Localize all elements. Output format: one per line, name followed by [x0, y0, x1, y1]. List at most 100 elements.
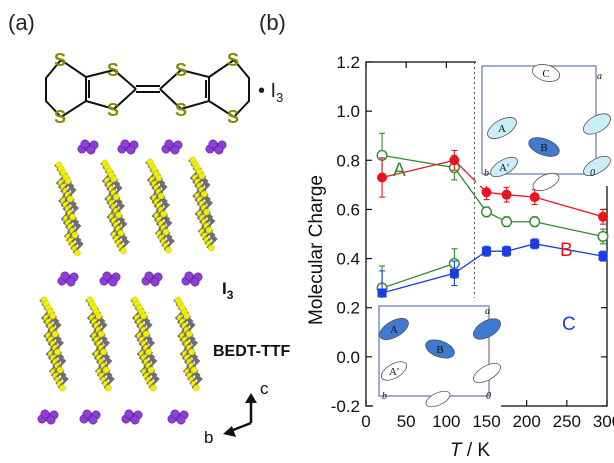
x-tick-label: 150 [472, 412, 500, 431]
i3-molecule [141, 271, 163, 287]
y-tick-label: 0.2 [336, 299, 360, 318]
data-point [597, 230, 609, 242]
inset-bottom: A B A' a b 0 [373, 298, 501, 408]
svg-text:S: S [227, 50, 239, 70]
molecule-ellipse [379, 318, 409, 340]
svg-text:S: S [107, 100, 119, 120]
i3-molecule [181, 271, 203, 287]
cell-corner-label: b [382, 391, 387, 402]
bedt-ttf-stack [145, 158, 175, 254]
series-label: B [560, 240, 573, 261]
cell-corner-label: 0 [590, 168, 595, 179]
molecule-ellipse [528, 137, 560, 157]
series-label: A [393, 160, 406, 181]
data-point [529, 192, 540, 203]
data-point [449, 268, 459, 278]
i3-molecule [205, 139, 227, 155]
bedt-ttf-stack [130, 296, 160, 392]
cell-corner-label: b [484, 168, 489, 179]
molecule-label: A' [499, 162, 509, 174]
series-line [381, 159, 604, 218]
data-point [529, 216, 541, 228]
molecule-label: A [498, 123, 506, 135]
y-tick-label: -0.2 [331, 397, 360, 416]
data-point [597, 211, 608, 222]
bedt-ttf-layer-label: BEDT-TTF [213, 343, 291, 360]
bedt-ttf-stack [85, 296, 115, 392]
axis-b-label: b [204, 428, 213, 447]
x-tick-label: 200 [512, 412, 540, 431]
bedt-ttf-stacks [39, 156, 218, 392]
cell-corner-label: a [597, 71, 602, 82]
data-point [502, 246, 512, 256]
svg-text:S: S [175, 100, 187, 120]
axis-ticks: 0 50 100 150 200 250 300 -0.2 0.0 0.2 0.4 0.6 0.8 1.0… [331, 53, 614, 431]
data-point [377, 288, 387, 298]
i3-molecule [57, 271, 79, 287]
cell-corner-label: 0 [486, 391, 491, 402]
i3-molecule [99, 271, 121, 287]
y-tick-label: 0.6 [336, 200, 360, 219]
x-tick-label: 100 [432, 412, 460, 431]
molecule-ellipse [425, 339, 455, 359]
data-point [481, 187, 492, 198]
bedt-ttf-formula [45, 58, 250, 119]
svg-text:S: S [54, 107, 66, 127]
axis-c-label: c [260, 379, 269, 398]
cell-corner-label: a [485, 306, 490, 317]
y-tick-label: 1.2 [336, 53, 360, 72]
i3-layer-label: I3 [222, 279, 234, 302]
y-tick-label: 0.4 [336, 250, 360, 269]
bedt-ttf-stack [39, 296, 69, 392]
molecule-label: B [436, 344, 443, 356]
molecule-ellipse [473, 318, 501, 340]
series-c [377, 238, 608, 316]
series-b [377, 149, 608, 225]
molecule-label: C [542, 68, 549, 80]
formula-counterion: • I3 [258, 80, 283, 105]
bedt-ttf-stack [188, 156, 218, 252]
molecule-ellipse [425, 390, 451, 408]
i3-molecule [167, 409, 189, 425]
bedt-ttf-stack [100, 159, 130, 255]
data-point [530, 239, 540, 249]
bedt-ttf-stack [173, 296, 203, 392]
molecule-ellipse [583, 113, 611, 135]
molecule-ellipse [531, 64, 561, 82]
inset-top: C A B A' a b 0 [476, 58, 611, 192]
data-point [482, 246, 491, 256]
series-label: C [562, 314, 576, 335]
panel-a-label: (a) [8, 10, 35, 35]
data-series: A A' B C [376, 132, 609, 335]
molecule-label: A' [389, 366, 399, 378]
svg-text:S: S [54, 50, 66, 70]
data-point [377, 172, 388, 183]
data-point [501, 189, 512, 200]
panel-b-label: (b) [259, 10, 286, 35]
x-tick-label: 0 [361, 412, 370, 431]
x-axis-label: T / K [450, 440, 490, 461]
bedt-ttf-stack [54, 161, 84, 257]
crystal-axes-icon [223, 393, 257, 437]
series-line [381, 243, 604, 294]
x-tick-label: 250 [553, 412, 581, 431]
molecule-ellipse [583, 155, 611, 177]
molecule-label: B [540, 142, 547, 154]
svg-text:S: S [227, 107, 239, 127]
i3-molecule [79, 409, 101, 425]
i3-molecule [117, 139, 139, 155]
molecule-ellipse [490, 156, 518, 178]
molecule-ellipse [532, 172, 560, 192]
sulfur-labels: S S S S S S S S [54, 50, 239, 127]
iodine-chains [37, 139, 227, 425]
y-tick-label: 1.0 [336, 102, 360, 121]
molecule-ellipse [473, 362, 501, 384]
x-tick-label: 50 [397, 412, 416, 431]
series-line [381, 262, 455, 289]
data-point [598, 251, 608, 261]
svg-text:S: S [107, 60, 119, 80]
svg-text:S: S [175, 60, 187, 80]
data-point [501, 216, 513, 228]
data-point [449, 155, 460, 166]
